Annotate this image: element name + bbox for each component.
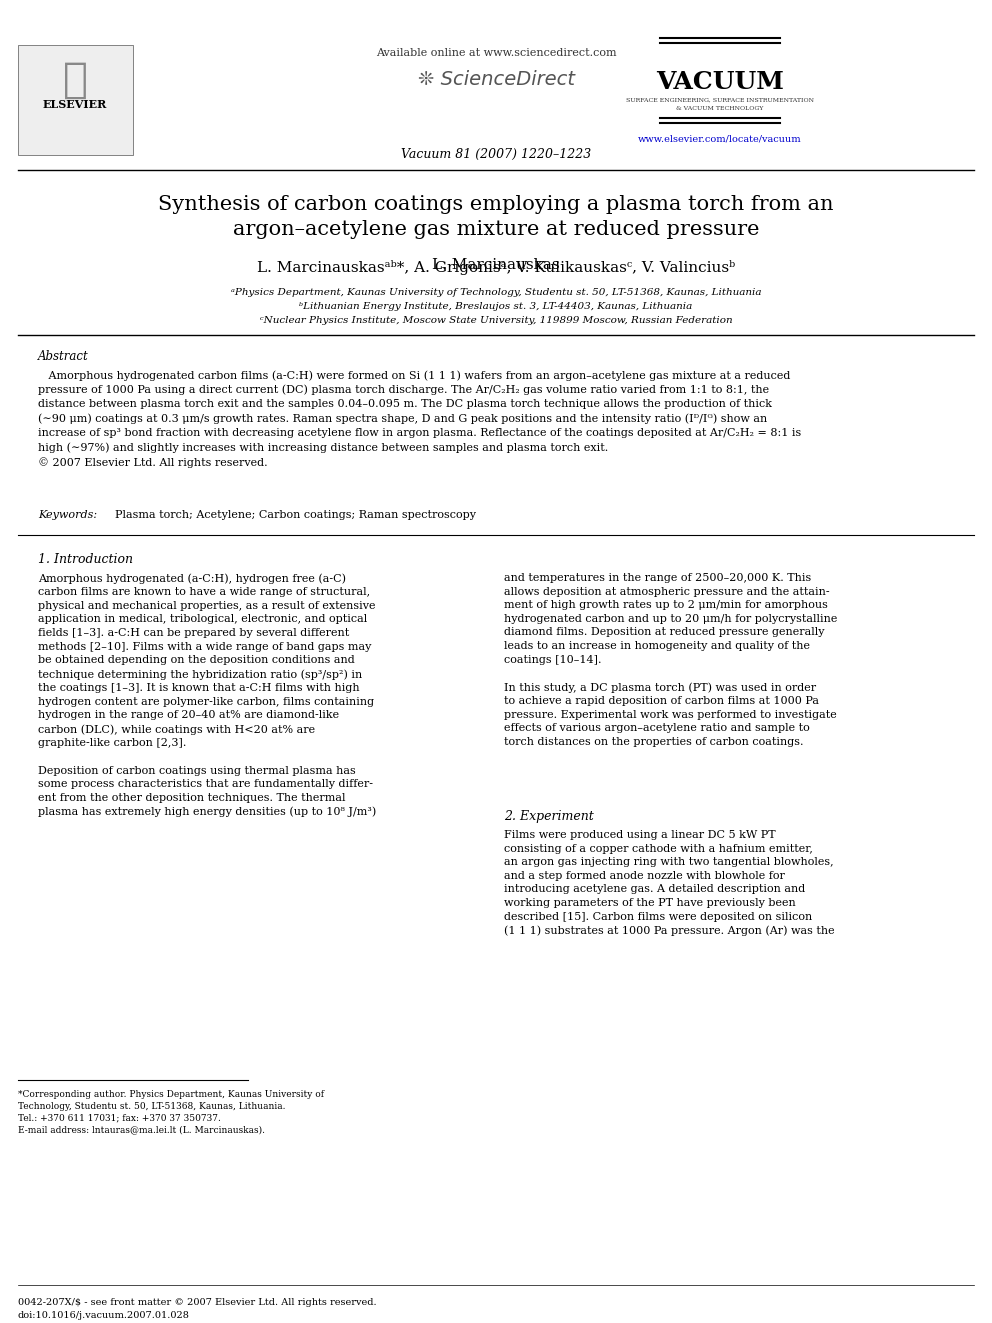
FancyBboxPatch shape: [18, 45, 133, 155]
Text: 🌿: 🌿: [62, 60, 87, 101]
Text: & VACUUM TECHNOLOGY: & VACUUM TECHNOLOGY: [677, 106, 764, 111]
Text: ᶜNuclear Physics Institute, Moscow State University, 119899 Moscow, Russian Fede: ᶜNuclear Physics Institute, Moscow State…: [260, 316, 732, 325]
Text: ᵇLithuanian Energy Institute, Breslaujos st. 3, LT-44403, Kaunas, Lithuania: ᵇLithuanian Energy Institute, Breslaujos…: [300, 302, 692, 311]
Text: Synthesis of carbon coatings employing a plasma torch from an: Synthesis of carbon coatings employing a…: [159, 194, 833, 214]
Text: and temperatures in the range of 2500–20,000 K. This
allows deposition at atmosp: and temperatures in the range of 2500–20…: [504, 573, 837, 747]
Text: Abstract: Abstract: [38, 351, 88, 363]
Text: Films were produced using a linear DC 5 kW PT
consisting of a copper cathode wit: Films were produced using a linear DC 5 …: [504, 830, 834, 935]
Text: L. Marcinauskasᵃᵇ*, A. Grigonisᵃ, V. Kulikauskasᶜ, V. Valinciusᵇ: L. Marcinauskasᵃᵇ*, A. Grigonisᵃ, V. Kul…: [257, 261, 735, 275]
Text: L. Marcinauskas: L. Marcinauskas: [433, 258, 559, 273]
Text: *Corresponding author. Physics Department, Kaunas University of
Technology, Stud: *Corresponding author. Physics Departmen…: [18, 1090, 324, 1134]
Text: Plasma torch; Acetylene; Carbon coatings; Raman spectroscopy: Plasma torch; Acetylene; Carbon coatings…: [115, 509, 476, 520]
Text: VACUUM: VACUUM: [656, 70, 784, 94]
Text: doi:10.1016/j.vacuum.2007.01.028: doi:10.1016/j.vacuum.2007.01.028: [18, 1311, 189, 1320]
Text: SURFACE ENGINEERING, SURFACE INSTRUMENTATION: SURFACE ENGINEERING, SURFACE INSTRUMENTA…: [626, 98, 814, 103]
Text: Amorphous hydrogenated (a-C:H), hydrogen free (a-C)
carbon films are known to ha: Amorphous hydrogenated (a-C:H), hydrogen…: [38, 573, 376, 818]
Text: 0042-207X/$ - see front matter © 2007 Elsevier Ltd. All rights reserved.: 0042-207X/$ - see front matter © 2007 El…: [18, 1298, 377, 1307]
Text: 2. Experiment: 2. Experiment: [504, 810, 594, 823]
Text: ❊ ScienceDirect: ❊ ScienceDirect: [418, 70, 574, 89]
Text: Vacuum 81 (2007) 1220–1223: Vacuum 81 (2007) 1220–1223: [401, 148, 591, 161]
Text: www.elsevier.com/locate/vacuum: www.elsevier.com/locate/vacuum: [638, 135, 802, 144]
Text: 1. Introduction: 1. Introduction: [38, 553, 133, 566]
Text: Amorphous hydrogenated carbon films (a-C:H) were formed on Si (1 1 1) wafers fro: Amorphous hydrogenated carbon films (a-C…: [38, 370, 802, 468]
Text: ᵃPhysics Department, Kaunas University of Technology, Studentu st. 50, LT-51368,: ᵃPhysics Department, Kaunas University o…: [231, 288, 761, 296]
Text: ELSEVIER: ELSEVIER: [43, 99, 107, 111]
Text: Keywords:: Keywords:: [38, 509, 97, 520]
Text: Available online at www.sciencedirect.com: Available online at www.sciencedirect.co…: [376, 48, 616, 58]
Text: argon–acetylene gas mixture at reduced pressure: argon–acetylene gas mixture at reduced p…: [233, 220, 759, 239]
